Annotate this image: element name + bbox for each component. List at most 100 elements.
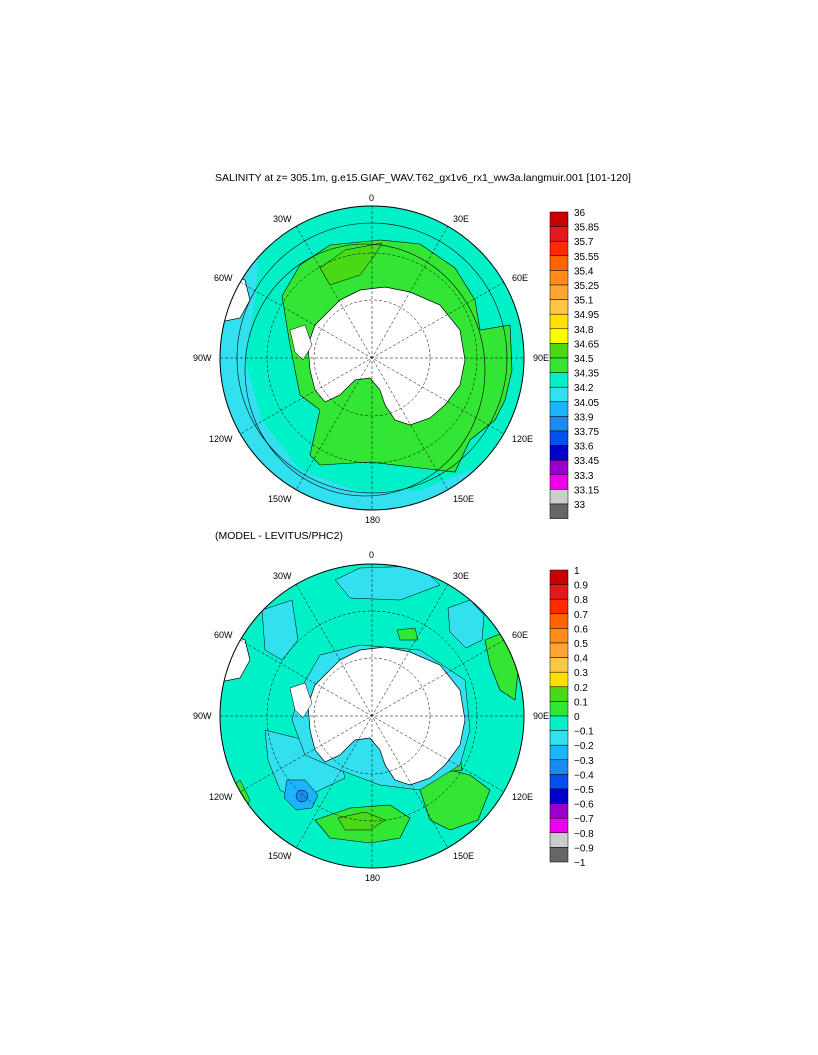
- lon-label-180: 180: [365, 873, 381, 883]
- colorbar-swatch: [549, 299, 569, 315]
- lon-label-60w: 60W: [214, 273, 233, 283]
- colorbar-tick-label: 35.7: [574, 237, 594, 248]
- salinity-field: [220, 206, 524, 510]
- colorbar-swatch: [549, 701, 569, 717]
- colorbar-tick-label: 35.85: [574, 223, 599, 234]
- difference-field: [220, 564, 524, 868]
- colorbar-swatch: [549, 759, 569, 775]
- colorbar-tick-label: 0.4: [574, 654, 588, 665]
- lon-label-90w: 90W: [193, 711, 212, 721]
- lon-label-120w: 120W: [209, 434, 233, 444]
- lon-label-150w: 150W: [268, 494, 292, 504]
- lon-label-90e: 90E: [533, 711, 550, 721]
- lon-label-120e: 120E: [512, 434, 534, 444]
- lon-label-180: 180: [365, 515, 381, 525]
- colorbar-tick-label: 34.05: [574, 398, 599, 409]
- colorbar-tick-label: 0.5: [574, 639, 588, 650]
- colorbar-swatch: [549, 240, 569, 257]
- colorbar-swatch: [549, 657, 569, 673]
- colorbar-swatch: [549, 489, 569, 505]
- lon-label-30e: 30E: [453, 214, 470, 224]
- plot-title: SALINITY at z= 305.1m, g.e15.GIAF_WAV.T6…: [215, 172, 631, 184]
- colorbar-swatch: [549, 671, 569, 688]
- colorbar-tick-label: 0.8: [574, 595, 588, 606]
- colorbar-swatch: [549, 343, 569, 359]
- lon-label-60w: 60W: [214, 630, 233, 640]
- colorbar-tick-label: 35.4: [574, 266, 594, 277]
- colorbar-swatch: [549, 832, 569, 848]
- colorbar-swatch: [549, 744, 569, 761]
- difference-plot-title: (MODEL - LEVITUS/PHC2): [215, 530, 343, 542]
- colorbar-tick-label: −0.1: [574, 727, 594, 738]
- colorbar-tick-label: −0.2: [574, 741, 594, 752]
- colorbar-swatch: [549, 284, 569, 300]
- colorbar-tick-label: 33.9: [574, 412, 594, 423]
- lon-label-0: 0: [369, 193, 375, 203]
- colorbar-tick-label: 33.6: [574, 442, 594, 453]
- colorbar-tick-label: 34.8: [574, 325, 594, 336]
- colorbar-tick-label: 33.3: [574, 471, 594, 482]
- colorbar-swatch: [549, 584, 569, 600]
- lon-label-0: 0: [369, 550, 375, 560]
- colorbar-tick-label: −0.3: [574, 756, 594, 767]
- colorbar-swatch: [549, 430, 569, 446]
- colorbar-tick-label: 34.35: [574, 369, 599, 380]
- colorbar-tick-label: 35.25: [574, 281, 599, 292]
- colorbar-swatch: [549, 715, 569, 731]
- colorbar-tick-label: −0.8: [574, 829, 594, 840]
- colorbar-tick-label: 36: [574, 208, 586, 219]
- colorbar-swatch: [549, 730, 569, 746]
- lon-label-150e: 150E: [453, 494, 475, 504]
- lon-label-120e: 120E: [512, 792, 534, 802]
- colorbar-swatch: [549, 401, 569, 417]
- colorbar-tick-label: 34.5: [574, 354, 594, 365]
- colorbar-swatch: [549, 226, 569, 242]
- colorbar-swatch: [549, 270, 569, 286]
- colorbar-swatch: [549, 847, 569, 863]
- colorbar-tick-label: 33.45: [574, 456, 599, 467]
- colorbar-swatch: [549, 372, 569, 388]
- colorbar-swatch: [549, 386, 569, 403]
- lon-label-60e: 60E: [512, 273, 529, 283]
- colorbar-tick-label: 35.55: [574, 252, 599, 263]
- colorbar-swatch: [549, 788, 569, 804]
- colorbar-swatch: [549, 803, 569, 819]
- difference-colorbar: 1 0.9 0.8 0.7 0.6 0.5 0.4 0.3 0.2 0.1 0 −0.1 −0.2 −0.…: [549, 566, 594, 869]
- colorbar-swatch: [549, 503, 569, 519]
- colorbar-swatch: [549, 598, 569, 615]
- colorbar-tick-label: 0.3: [574, 668, 588, 679]
- colorbar-swatch: [549, 474, 569, 490]
- colorbar-swatch: [549, 459, 569, 476]
- colorbar-tick-label: 34.2: [574, 383, 594, 394]
- colorbar-tick-label: 0.9: [574, 581, 588, 592]
- lon-label-120w: 120W: [209, 792, 233, 802]
- colorbar-tick-label: 0: [574, 712, 580, 723]
- colorbar-tick-label: 0.2: [574, 683, 588, 694]
- lon-label-30w: 30W: [273, 571, 292, 581]
- colorbar-swatch: [549, 628, 569, 644]
- lon-label-90w: 90W: [193, 353, 212, 363]
- colorbar-swatch: [549, 613, 569, 629]
- lon-label-150w: 150W: [268, 851, 292, 861]
- colorbar-swatch: [549, 817, 569, 834]
- colorbar-tick-label: −0.7: [574, 814, 594, 825]
- colorbar-tick-label: 1: [574, 566, 580, 577]
- colorbar-swatch: [549, 686, 569, 702]
- colorbar-tick-label: 35.1: [574, 296, 594, 307]
- colorbar-tick-label: 33: [574, 500, 586, 511]
- colorbar-swatch: [549, 211, 569, 227]
- lon-label-30w: 30W: [273, 214, 292, 224]
- lon-label-90e: 90E: [533, 353, 550, 363]
- colorbar-tick-label: 33.75: [574, 427, 599, 438]
- colorbar-swatch: [549, 445, 569, 461]
- colorbar-tick-label: 0.7: [574, 610, 588, 621]
- colorbar-tick-label: 34.95: [574, 310, 599, 321]
- colorbar-swatch: [549, 569, 569, 585]
- colorbar-tick-label: −0.6: [574, 800, 594, 811]
- colorbar-tick-label: −1: [574, 858, 586, 869]
- colorbar-swatch: [549, 642, 569, 658]
- colorbar-swatch: [549, 255, 569, 271]
- colorbar-swatch: [549, 357, 569, 373]
- colorbar-swatch: [549, 328, 569, 344]
